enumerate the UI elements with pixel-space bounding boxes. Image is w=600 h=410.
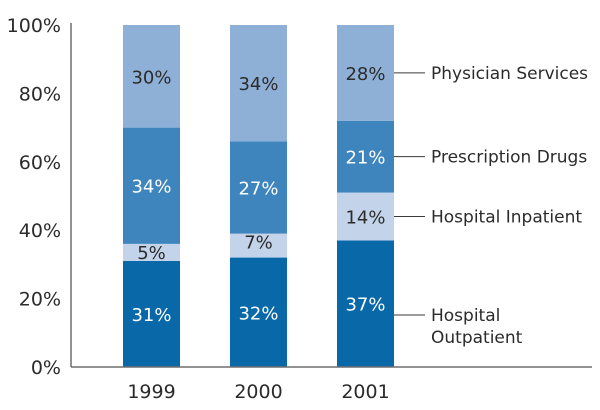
y-tick-label: 80% — [19, 83, 61, 105]
data-label: 32% — [238, 303, 278, 324]
y-tick-label: 60% — [19, 152, 61, 174]
bars: 31% 5% 34% 30% 32% 7% 27% 34% 37% 14% 21% 28% — [123, 25, 394, 367]
legend-label: Outpatient — [431, 328, 523, 348]
data-label: 37% — [345, 295, 385, 316]
bar-segment — [123, 127, 180, 244]
legend-label: Prescription Drugs — [431, 148, 587, 168]
data-label: 34% — [131, 177, 171, 198]
data-label: 21% — [345, 148, 385, 169]
bar-segment — [337, 240, 394, 367]
bar-segment — [123, 25, 180, 128]
legend-label: Hospital Inpatient — [431, 208, 582, 228]
y-tick-label: 100% — [7, 15, 61, 37]
data-label: 5% — [137, 243, 166, 264]
bar-segment — [123, 243, 180, 261]
bar-segment — [337, 25, 394, 121]
data-label: 28% — [345, 64, 385, 85]
data-label: 34% — [238, 74, 278, 95]
y-tick-label: 0% — [31, 357, 61, 379]
bar-segment — [337, 120, 394, 193]
x-tick-label: 2000 — [234, 381, 282, 403]
x-tick-label: 1999 — [127, 381, 175, 403]
legend-label: Hospital — [431, 306, 500, 326]
bar-segment — [230, 233, 287, 258]
bar-segment — [230, 141, 287, 234]
x-tick-label: 2001 — [341, 381, 389, 403]
bar-segment — [337, 192, 394, 241]
data-label: 31% — [131, 305, 171, 326]
bar-segment — [123, 260, 180, 367]
y-axis: 0% 20% 40% 60% 80% 100% — [7, 15, 72, 379]
data-label: 7% — [244, 233, 273, 254]
x-axis: 1999 2000 2001 — [71, 366, 592, 403]
data-label: 27% — [238, 178, 278, 199]
bar-segment — [230, 257, 287, 367]
bar-segment — [230, 25, 287, 142]
y-tick-label: 20% — [19, 289, 61, 311]
data-label: 14% — [345, 208, 385, 229]
legend-label: Physician Services — [431, 64, 588, 84]
data-label: 30% — [131, 67, 171, 88]
y-tick-label: 40% — [19, 220, 61, 242]
